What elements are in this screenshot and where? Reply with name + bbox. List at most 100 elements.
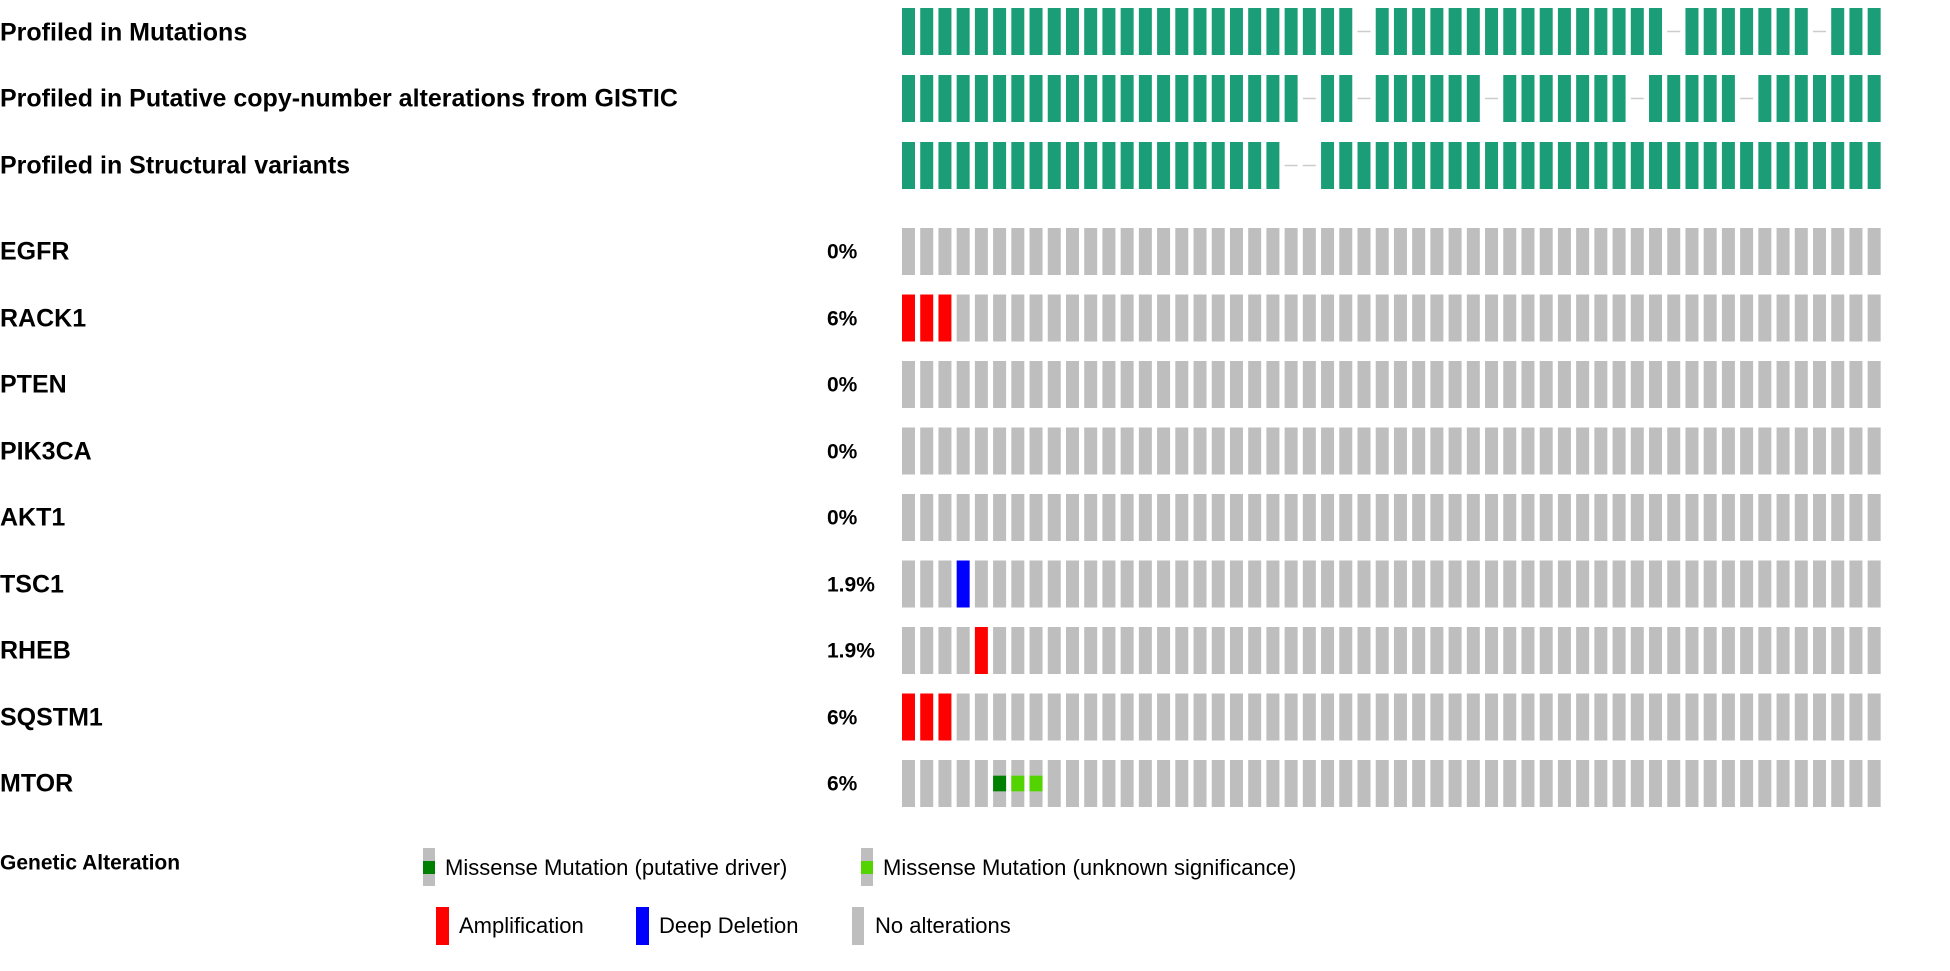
profile-cell	[1011, 8, 1025, 55]
gene-cell	[1175, 427, 1189, 475]
gene-cell	[1794, 361, 1808, 408]
gene-cell	[1539, 294, 1553, 342]
profile-cell	[1758, 75, 1772, 122]
gene-cell	[1321, 627, 1335, 674]
gene-cell	[1102, 228, 1116, 275]
gene-cell	[1703, 494, 1717, 541]
gene-cell	[1630, 693, 1644, 741]
profile-cell	[1703, 75, 1717, 122]
gene-cell	[1849, 294, 1863, 342]
gene-cell	[1284, 560, 1298, 608]
profile-cell	[1649, 142, 1663, 189]
profile-cell	[1339, 8, 1353, 55]
profile-cell	[1466, 8, 1480, 55]
gene-cell	[938, 627, 952, 674]
profile-cell	[1175, 142, 1189, 189]
gene-cell	[1630, 427, 1644, 475]
profile-cell	[1539, 75, 1553, 122]
gene-cell	[1284, 228, 1298, 275]
profile-cell	[1393, 8, 1407, 55]
profile-cell	[1685, 75, 1699, 122]
gene-cell-amplification	[902, 693, 915, 741]
profile-cell	[1867, 75, 1881, 122]
percent-label-akt1: 0%	[827, 507, 858, 530]
gene-cell	[1266, 560, 1280, 608]
legend-item-deep-deletion: Deep Deletion	[636, 907, 798, 945]
profile-cell	[1485, 142, 1499, 189]
gene-cell	[938, 494, 952, 541]
gene-cell	[1576, 627, 1590, 674]
profile-cell	[1084, 142, 1098, 189]
profile-cell	[1721, 75, 1735, 122]
legend-swatch-deep-deletion	[636, 907, 649, 945]
percent-label-tsc1: 1.9%	[827, 574, 875, 597]
gene-cell	[938, 228, 952, 275]
gene-cell	[1430, 627, 1444, 674]
gene-cell	[1576, 693, 1590, 741]
profile-cell	[1831, 75, 1845, 122]
profile-cell	[1813, 75, 1826, 122]
gene-cell	[1120, 294, 1134, 342]
profile-cell	[1430, 8, 1444, 55]
gene-cell	[1557, 627, 1571, 674]
profile-cell	[920, 142, 934, 189]
gene-cell	[1521, 560, 1535, 608]
profile-cell	[1284, 8, 1298, 55]
gene-cell	[1557, 693, 1571, 741]
gene-cell	[1321, 693, 1335, 741]
gene-cell	[1576, 294, 1590, 342]
profile-cell	[1466, 142, 1480, 189]
gene-cell	[1175, 294, 1189, 342]
profile-cell	[974, 75, 988, 122]
gene-cell	[1157, 560, 1171, 608]
gene-cell	[1029, 560, 1043, 608]
gene-cell	[902, 361, 915, 408]
gene-cell	[1485, 560, 1499, 608]
gene-cell	[1794, 228, 1808, 275]
gene-cell	[1266, 693, 1280, 741]
gene-cell	[1794, 560, 1808, 608]
gene-cell	[993, 427, 1007, 475]
percent-label-rack1: 6%	[827, 308, 858, 331]
gene-cell	[1393, 427, 1407, 475]
gene-cell	[1412, 294, 1426, 342]
gene-cell	[1357, 693, 1371, 741]
gene-cell	[1630, 760, 1644, 807]
gene-cell	[1120, 361, 1134, 408]
gene-cell	[920, 361, 934, 408]
profile-cell	[1393, 75, 1407, 122]
gene-cell	[956, 693, 970, 741]
gene-cell	[1229, 427, 1243, 475]
gene-cell	[974, 560, 988, 608]
profile-cell	[1448, 75, 1462, 122]
gene-cell	[1466, 560, 1480, 608]
gene-cell	[1576, 228, 1590, 275]
gene-cell	[1266, 228, 1280, 275]
gene-cell	[1011, 361, 1025, 408]
profile-cell	[1740, 142, 1754, 189]
gene-cell	[1065, 693, 1079, 741]
percent-label-egfr: 0%	[827, 241, 858, 264]
profile-cell	[1321, 142, 1335, 189]
gene-cell	[1321, 361, 1335, 408]
gene-cell	[1193, 627, 1207, 674]
gene-cell	[1412, 627, 1426, 674]
gene-cell	[1485, 627, 1499, 674]
profile-cell	[1321, 8, 1335, 55]
profile-cell	[1321, 75, 1335, 122]
gene-cell	[1867, 560, 1881, 608]
gene-cell	[1393, 693, 1407, 741]
gene-cell	[1047, 494, 1061, 541]
profile-cell	[956, 75, 970, 122]
gene-cell	[1302, 627, 1316, 674]
profile-cell	[1284, 75, 1298, 122]
gene-cell	[920, 627, 934, 674]
profile-cell	[1047, 8, 1061, 55]
gene-cell	[1867, 361, 1881, 408]
gene-cell	[1193, 693, 1207, 741]
profile-cell	[1612, 8, 1626, 55]
profile-cell	[1466, 75, 1480, 122]
gene-cell	[1831, 228, 1845, 275]
gene-cell	[956, 760, 970, 807]
gene-cell	[1193, 560, 1207, 608]
